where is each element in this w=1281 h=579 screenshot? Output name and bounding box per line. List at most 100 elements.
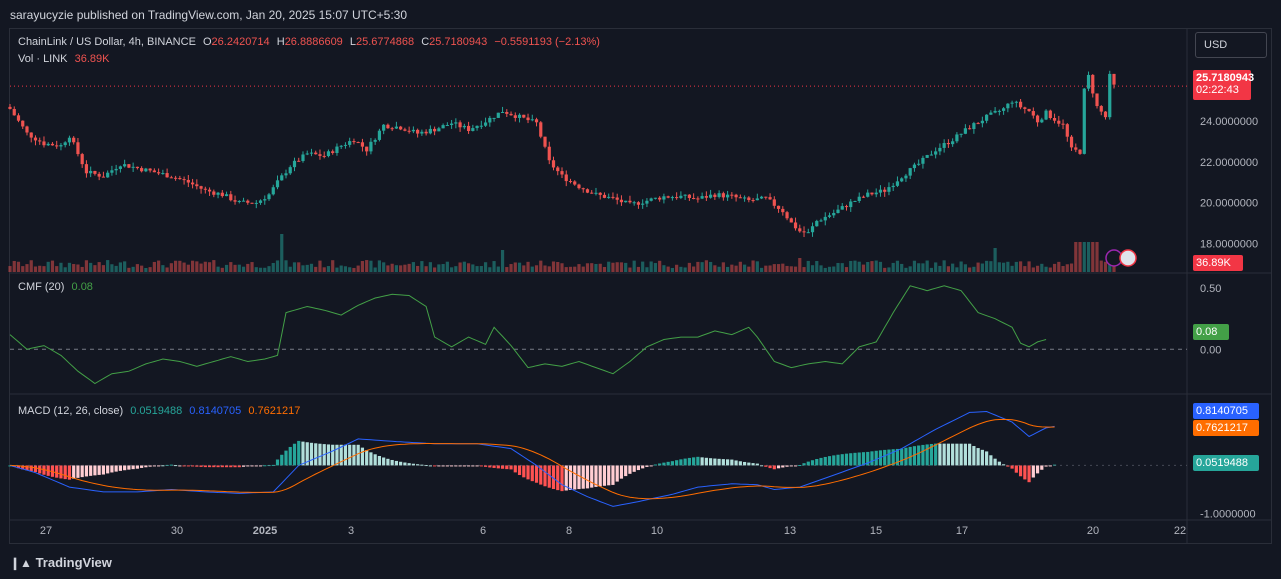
- macd-histogram-bar: [505, 465, 509, 470]
- volume-bar: [1052, 263, 1057, 272]
- volume-label: Vol · LINK: [18, 53, 68, 65]
- macd-histogram-bar: [199, 465, 203, 467]
- macd-histogram-bar: [551, 465, 556, 489]
- macd-histogram-bar: [135, 465, 139, 469]
- volume-bar: [207, 262, 212, 272]
- macd-histogram-bar: [959, 443, 963, 466]
- currency-button[interactable]: USD: [1195, 32, 1267, 58]
- volume-bar: [1082, 242, 1086, 272]
- candle-body: [1044, 110, 1048, 120]
- volume-bar: [670, 267, 674, 272]
- candle-body: [696, 198, 700, 200]
- macd-signal-line: [9, 418, 1055, 500]
- macd-histogram-bar: [679, 459, 683, 466]
- candle-body: [861, 196, 866, 198]
- candle-body: [471, 128, 475, 131]
- candle-body: [692, 198, 696, 200]
- volume-bar: [1010, 265, 1014, 272]
- volume-bar: [106, 260, 110, 272]
- macd-histogram-bar: [993, 458, 997, 466]
- candle-body: [675, 197, 679, 199]
- chart-frame: [9, 28, 1272, 544]
- candle-body: [360, 142, 365, 147]
- macd-histogram-bar: [819, 457, 823, 466]
- macd-histogram-bar: [645, 465, 649, 467]
- volume-bar: [161, 265, 165, 272]
- candle-body: [997, 110, 1001, 112]
- candle-body: [989, 112, 993, 115]
- volume-bar: [853, 260, 857, 272]
- macd-histogram-bar: [653, 464, 658, 466]
- macd-histogram-bar: [891, 449, 895, 466]
- macd-histogram-bar: [683, 458, 687, 466]
- volume-bar: [628, 267, 632, 272]
- volume-bar: [424, 266, 428, 272]
- candle-body: [823, 216, 827, 221]
- macd-histogram-bar: [793, 465, 798, 467]
- volume-bar: [241, 266, 246, 272]
- macd-histogram-bar: [80, 465, 84, 478]
- candle-body: [547, 146, 551, 161]
- macd-histogram-bar: [670, 461, 674, 466]
- candle-body: [301, 154, 305, 162]
- macd-histogram-bar: [114, 465, 118, 472]
- macd-legend: MACD (12, 26, close) 0.0519488 0.8140705…: [18, 405, 304, 417]
- macd-histogram-bar: [547, 465, 551, 488]
- volume-bar: [394, 265, 398, 272]
- macd-histogram-bar: [581, 465, 585, 489]
- candle-body: [297, 160, 301, 162]
- volume-bar: [263, 267, 267, 272]
- candle-body: [212, 191, 216, 195]
- volume-bar: [887, 267, 891, 272]
- candle-body: [174, 177, 178, 179]
- cmf-label[interactable]: CMF (20): [18, 281, 65, 293]
- candle-body: [679, 195, 683, 198]
- volume-bar: [1031, 267, 1035, 272]
- macd-histogram-bar: [89, 465, 93, 476]
- candle-body: [25, 126, 29, 133]
- volume-bar: [483, 262, 488, 272]
- time-tick-label: 15: [870, 525, 882, 537]
- candle-body: [135, 166, 139, 169]
- publish-info: sarayucyzie published on TradingView.com…: [10, 8, 408, 22]
- candle-body: [895, 181, 900, 186]
- candle-body: [458, 122, 462, 128]
- macd-histogram-bar: [399, 461, 403, 466]
- macd-tick-label: -1.0000000: [1200, 509, 1256, 521]
- volume-bar: [997, 262, 1001, 272]
- macd-label[interactable]: MACD (12, 26, close): [18, 405, 124, 417]
- macd-histogram-bar: [980, 449, 984, 466]
- candle-body: [513, 115, 517, 118]
- candle-body: [619, 199, 624, 203]
- candle-body: [713, 194, 717, 197]
- candle-body: [819, 220, 823, 222]
- macd-histogram-bar: [373, 454, 377, 466]
- candle-body: [241, 200, 246, 202]
- candle-body: [72, 137, 76, 143]
- macd-histogram-bar: [658, 463, 662, 466]
- volume-bar: [658, 260, 662, 272]
- candle-body: [21, 120, 25, 127]
- macd-histogram-bar: [1018, 465, 1023, 477]
- macd-histogram-bar: [849, 453, 853, 466]
- candle-body: [976, 123, 980, 125]
- macd-histogram-bar: [764, 465, 768, 467]
- tradingview-logo[interactable]: ❙▲ TradingView: [10, 555, 112, 570]
- macd-histogram-bar: [874, 450, 878, 466]
- macd-histogram-bar: [751, 463, 755, 466]
- volume-bar: [76, 264, 80, 272]
- macd-histogram-bar: [615, 465, 619, 482]
- price-tick-label: 24.0000000: [1200, 116, 1258, 128]
- volume-bar: [1061, 266, 1065, 272]
- volume-bar: [704, 260, 708, 272]
- macd-histogram-bar: [713, 458, 717, 466]
- candle-body: [343, 144, 348, 146]
- macd-histogram-bar: [275, 459, 280, 466]
- volume-bar: [186, 264, 190, 272]
- volume-bar: [462, 261, 466, 272]
- symbol-label[interactable]: ChainLink / US Dollar, 4h, BINANCE: [18, 36, 196, 48]
- candle-body: [747, 197, 751, 201]
- volume-bar: [577, 264, 581, 272]
- macd-histogram-bar: [241, 465, 246, 467]
